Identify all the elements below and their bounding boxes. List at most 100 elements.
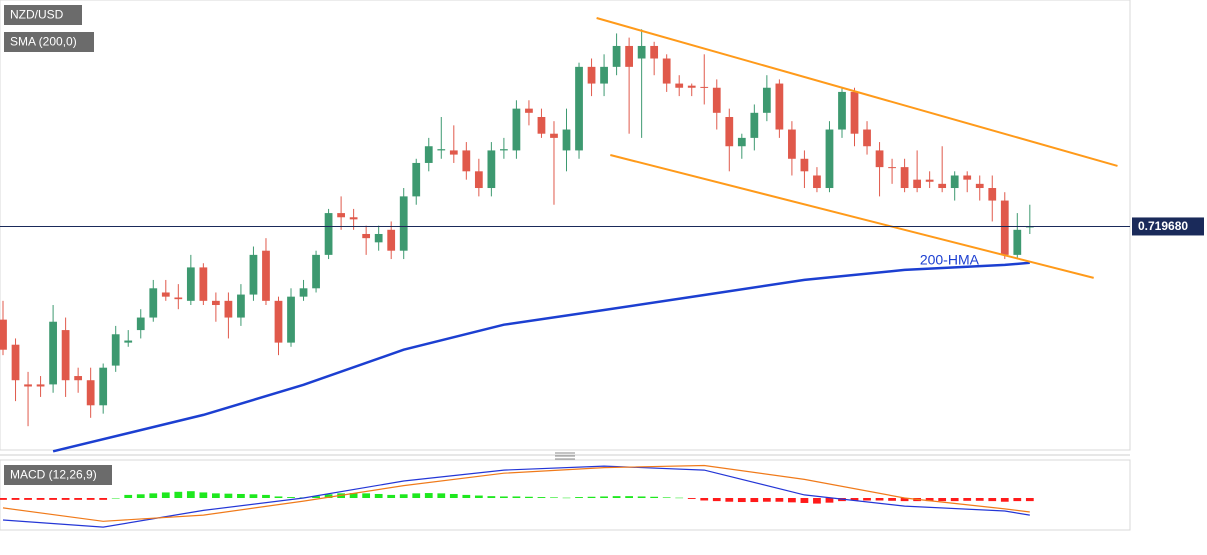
candle-body [800, 158, 809, 172]
candle-body [274, 300, 283, 343]
divider-handle[interactable] [555, 452, 575, 460]
histogram-bar [850, 498, 859, 501]
histogram-bar [587, 496, 596, 499]
candle-body [712, 87, 721, 113]
indicator-label: SMA (200,0) [10, 35, 77, 49]
histogram-bar [712, 498, 721, 502]
candle-body [224, 300, 233, 318]
candle-body [687, 85, 696, 88]
candle-body [575, 66, 583, 151]
histogram-bar [174, 491, 183, 499]
histogram-bar [687, 498, 696, 499]
histogram-bar [199, 492, 208, 499]
candle-body [863, 129, 871, 147]
trend-line [610, 154, 1094, 279]
macd-line [2, 465, 1030, 528]
histogram-bar [800, 498, 809, 503]
histogram-bar [462, 494, 471, 499]
histogram-bar [111, 498, 120, 499]
candle-body [437, 149, 446, 151]
candle-body [988, 188, 997, 201]
histogram-bar [186, 491, 195, 499]
candle-body [813, 175, 821, 189]
histogram-bar [0, 498, 7, 500]
candle-body [537, 116, 546, 134]
histogram-bar [950, 498, 959, 502]
candle-body [525, 108, 533, 113]
candle-body [237, 294, 245, 318]
candle-body [111, 334, 120, 366]
histogram-bar [675, 497, 684, 499]
histogram-bar [274, 496, 283, 499]
histogram-bar [500, 496, 508, 499]
histogram-bar [412, 493, 421, 499]
candle-body [124, 340, 133, 343]
histogram-bar [437, 493, 446, 499]
candle-body [412, 162, 421, 197]
candle-body [199, 267, 208, 301]
histogram-bar [725, 498, 734, 502]
indicator-box [4, 32, 94, 52]
histogram-bar [387, 494, 396, 499]
candle-body [399, 196, 408, 251]
histogram-bar [124, 494, 133, 499]
histogram-bar [575, 497, 583, 499]
candle-body [788, 129, 796, 159]
histogram-bar [750, 498, 759, 503]
histogram-bar [161, 492, 170, 499]
candle-body [662, 58, 671, 84]
candle-body [149, 288, 158, 318]
candle-body [49, 321, 57, 385]
histogram-bar [86, 498, 95, 500]
histogram-bar [537, 497, 546, 499]
histogram-bar [963, 498, 972, 501]
trend-line [596, 17, 1118, 167]
price-panel [0, 0, 1131, 451]
histogram-bar [525, 496, 533, 499]
histogram-bar [612, 496, 621, 499]
histogram-bar [900, 498, 909, 502]
candle-body [625, 45, 633, 67]
candle-body [562, 129, 571, 151]
candle-body [612, 45, 621, 67]
candle-body [136, 317, 145, 331]
candle-body [287, 296, 295, 343]
histogram-bar [374, 493, 383, 499]
candle-body [1000, 200, 1009, 255]
hma-line [52, 261, 1030, 453]
macd-title: MACD (12,26,9) [10, 468, 97, 482]
histogram-bar [1025, 498, 1034, 502]
histogram-bar [650, 496, 659, 499]
candle-body [337, 213, 345, 218]
candle-body [675, 83, 684, 88]
candle-body [762, 87, 771, 113]
histogram-bar [825, 498, 834, 503]
candle-body [500, 149, 508, 151]
candle-body [0, 319, 7, 350]
histogram-bar [1013, 498, 1022, 502]
candle-body [324, 213, 333, 255]
candle-body [750, 112, 759, 138]
histogram-bar [762, 498, 771, 502]
histogram-bar [487, 496, 496, 499]
candle-body [186, 267, 195, 301]
histogram-bar [788, 498, 796, 503]
candle-body [888, 167, 896, 169]
candle-body [61, 330, 70, 381]
histogram-bar [399, 494, 408, 499]
histogram-bar [975, 498, 984, 501]
marks [0, 17, 1130, 528]
histogram-bar [287, 497, 295, 499]
histogram-bar [925, 498, 934, 502]
histogram-bar [349, 493, 358, 499]
candle-body [838, 91, 846, 130]
labels: NZD/USD SMA (200,0) MACD (12,26,9) 200-H… [4, 5, 1204, 485]
candle-body [362, 233, 371, 239]
macd-line [2, 464, 1030, 522]
candle-body [850, 91, 859, 134]
candle-body [312, 254, 320, 289]
candle-body [212, 300, 220, 306]
histogram-bar [99, 498, 108, 500]
candle-body [387, 229, 396, 251]
